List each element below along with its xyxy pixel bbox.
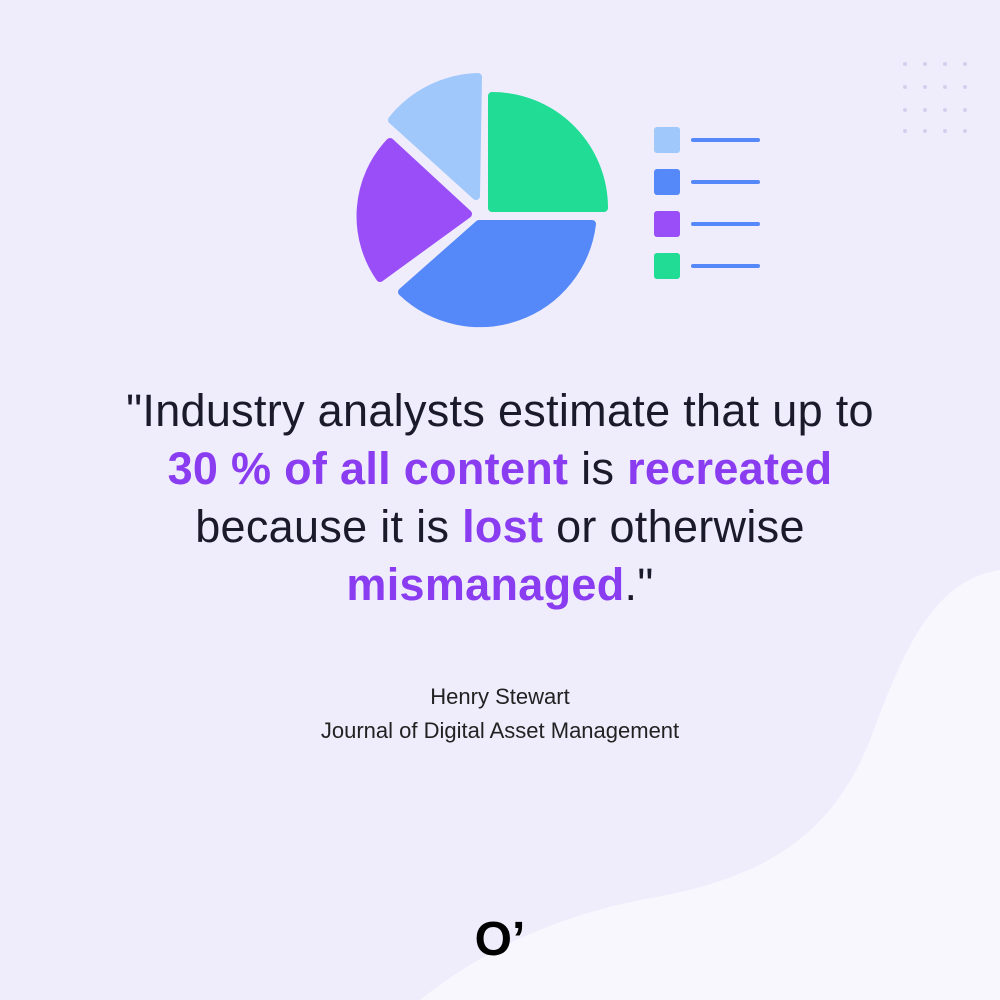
quote-text: is [568,443,628,494]
dot-grid [903,62,967,133]
quote-line: because it is lost or otherwise [0,498,1000,556]
emphasis: recreated [627,443,833,494]
quote-line: 30 % of all content is recreated [0,440,1000,498]
source: Journal of Digital Asset Management [320,718,680,743]
pie-icon [356,73,608,328]
quote-text: because it is [195,501,463,552]
emphasis: mismanaged [346,559,625,610]
emphasis: 30 % of all content [167,443,569,494]
legend-icon [654,127,760,279]
quote-text: "Industry analysts estimate that up to [126,385,874,436]
quote: "Industry analysts estimate that up to 30… [0,382,1000,614]
emphasis: lost [462,501,544,552]
logo: O’ [474,913,526,966]
attribution: Henry Stewart Journal of Digital Asset M… [0,680,1000,748]
quote-line: "Industry analysts estimate that up to [0,382,1000,440]
quote-text: ." [624,559,654,610]
quote-line: mismanaged." [0,556,1000,614]
wave [420,570,1000,1000]
quote-text: or otherwise [543,501,805,552]
author: Henry Stewart [430,684,570,709]
